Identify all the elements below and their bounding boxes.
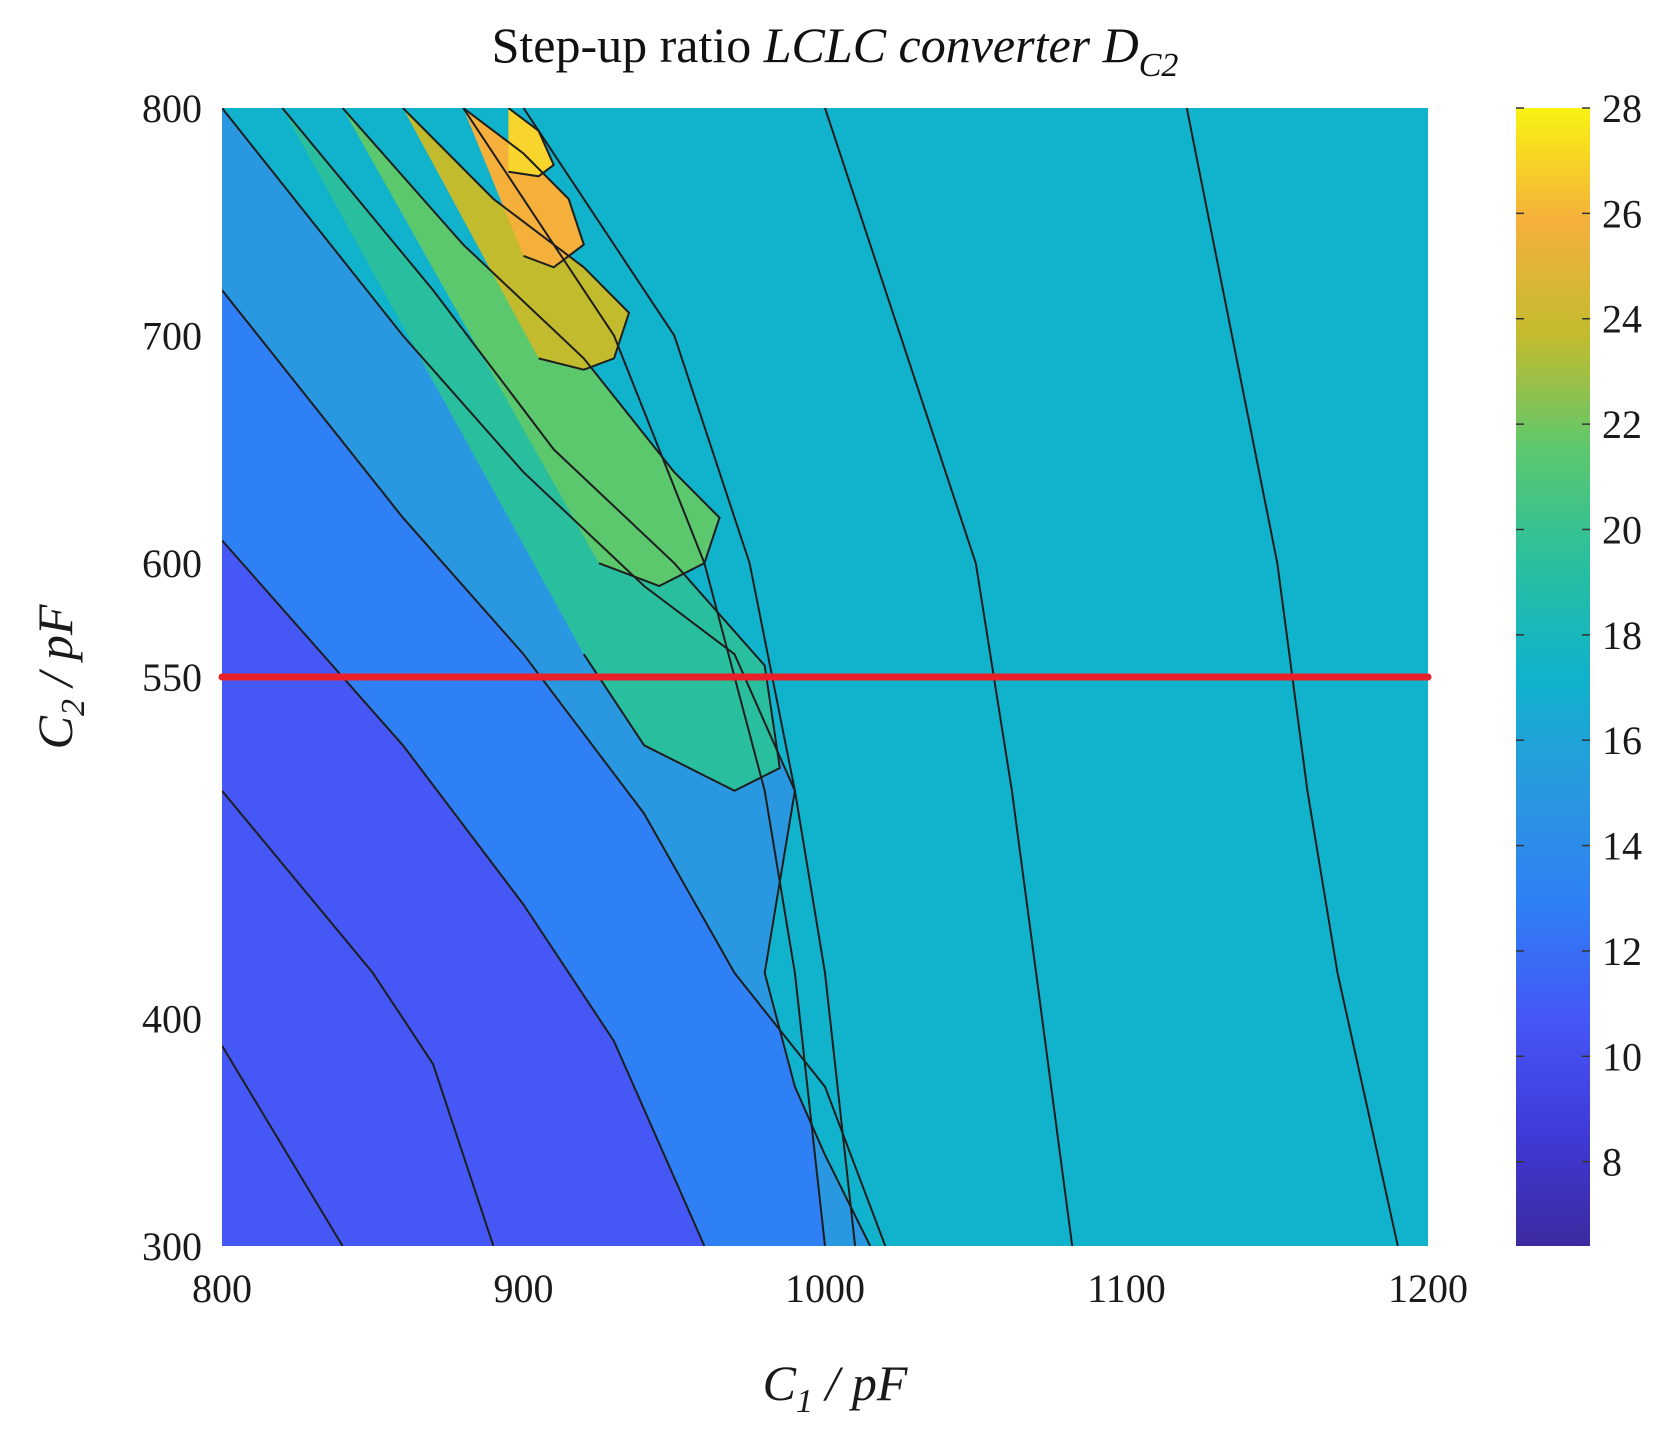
x-tick-label-800: 800	[192, 1266, 252, 1311]
y-axis-title-sub: 2	[55, 699, 92, 716]
colorbar-ticks: 8 10 12 14 16 18 20 22 24 26 28	[1516, 86, 1642, 1185]
colorbar-tick-label-20: 20	[1602, 507, 1642, 552]
y-axis-title-main: C	[27, 715, 83, 749]
x-axis-ticks: 800 900 1000 1100 1200	[192, 1266, 1468, 1311]
chart-title-italic: LCLC converter D	[763, 17, 1139, 73]
contour-line-16-8	[222, 108, 872, 1246]
contour-line-20-10	[341, 108, 721, 588]
colorbar-tick-label-18: 18	[1602, 613, 1642, 658]
x-axis-title-main: C	[763, 1355, 797, 1411]
contour-line-26-13	[507, 108, 555, 178]
y-tick-label-300: 300	[142, 1224, 202, 1269]
y-tick-label-600: 600	[142, 541, 202, 586]
contour-band-18-9	[282, 108, 780, 791]
x-tick-label-1200: 1200	[1388, 1266, 1468, 1311]
x-axis-title-sub: 1	[796, 1383, 813, 1420]
y-tick-label-800: 800	[142, 86, 202, 131]
colorbar-tick-label-16: 16	[1602, 718, 1642, 763]
y-tick-label-400: 400	[142, 996, 202, 1041]
contour-lines	[222, 108, 1399, 1246]
contour-line-14-7	[462, 108, 826, 1246]
colorbar-tick-label-12: 12	[1602, 929, 1642, 974]
chart-title-plain: Step-up ratio	[492, 17, 764, 73]
contour-band-26-13	[508, 108, 554, 177]
y-tick-label-700: 700	[142, 314, 202, 359]
contour-band-24-12	[463, 108, 584, 268]
colorbar-tick-label-22: 22	[1602, 402, 1642, 447]
colorbar	[1516, 108, 1590, 1246]
y-axis-title-rest: / pF	[27, 604, 83, 699]
colorbar-tick-label-14: 14	[1602, 824, 1642, 869]
contour-line-18-9	[281, 108, 781, 792]
contour-band-20-10	[342, 108, 720, 586]
x-axis-title: C1 / pF	[763, 1355, 908, 1420]
contour-line-14-6	[222, 289, 887, 1246]
contour-line-8-0	[222, 1045, 344, 1246]
contour-band-22-11	[402, 108, 629, 370]
y-axis-title: C2 / pF	[27, 604, 92, 749]
x-tick-label-1000: 1000	[785, 1266, 865, 1311]
y-tick-label-550: 550	[142, 655, 202, 700]
x-axis-title-rest: / pF	[813, 1355, 908, 1411]
colorbar-tick-label-24: 24	[1602, 297, 1642, 342]
y-axis-ticks: 300 400 550 600 700 800	[142, 86, 202, 1269]
x-tick-label-900: 900	[494, 1266, 554, 1311]
contour-line-22-11	[402, 108, 631, 371]
chart-title: Step-up ratio LCLC converter DC2	[492, 17, 1179, 84]
colorbar-tick-label-26: 26	[1602, 191, 1642, 236]
contour-line-10-2	[222, 790, 495, 1246]
colorbar-tick-label-10: 10	[1602, 1034, 1642, 1079]
contour-line-8-1	[1185, 108, 1399, 1246]
contour-line-24-12	[462, 108, 585, 269]
colorbar-tick-label-28: 28	[1602, 86, 1642, 131]
colorbar-tick-label-8: 8	[1602, 1140, 1622, 1185]
chart-title-subscript: C2	[1139, 47, 1179, 84]
x-tick-label-1100: 1100	[1087, 1266, 1166, 1311]
